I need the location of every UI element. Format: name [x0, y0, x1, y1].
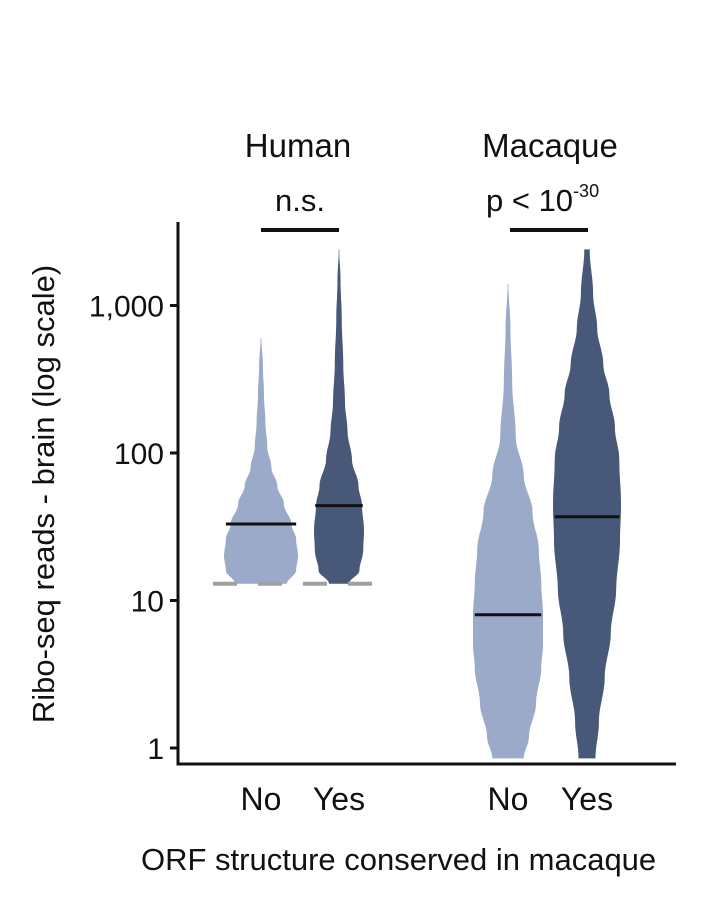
violin-macaque-yes: [553, 249, 621, 759]
y-tick-label-10: 10: [131, 586, 164, 619]
x-tick-label-macaque-yes: Yes: [561, 781, 613, 817]
significance-exponent: -30: [573, 181, 599, 201]
violin-human-no: [224, 338, 298, 584]
violin-human-yes: [314, 249, 364, 584]
group-title-human: Human: [245, 127, 351, 164]
y-axis-label: Ribo-seq reads - brain (log scale): [26, 265, 61, 723]
x-tick-label-human-no: No: [241, 781, 282, 817]
violin-macaque-no: [473, 283, 543, 759]
significance-label-macaque: p < 10-30: [486, 181, 599, 218]
y-tick-label-100: 100: [114, 438, 164, 471]
significance-label-human: n.s.: [275, 183, 325, 218]
x-axis-label: ORF structure conserved in macaque: [141, 842, 656, 877]
x-tick-label-macaque-no: No: [488, 781, 529, 817]
group-title-macaque: Macaque: [482, 127, 618, 164]
y-tick-label-1000: 1,000: [89, 291, 164, 324]
y-tick-label-1: 1: [147, 733, 164, 766]
significance-base: p < 10: [486, 183, 573, 218]
x-tick-label-human-yes: Yes: [313, 781, 365, 817]
